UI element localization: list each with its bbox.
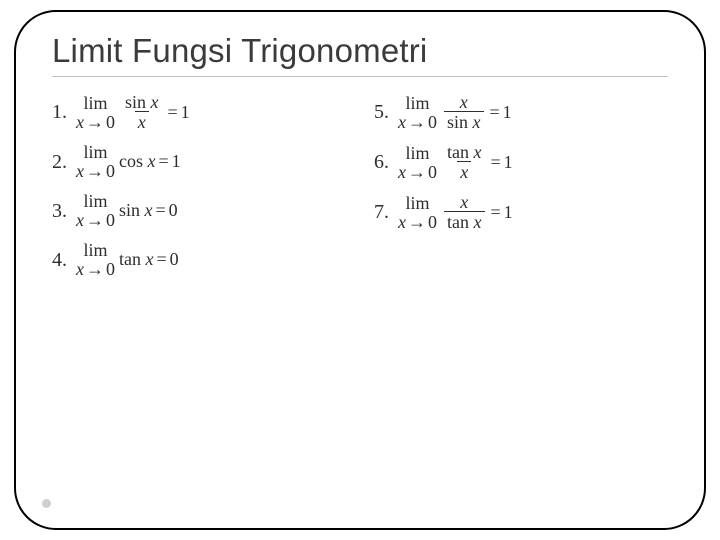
- formula-2: 2. lim x→0 cos x = 1: [52, 143, 346, 180]
- numerator: x: [457, 93, 471, 111]
- result: 0: [170, 250, 179, 269]
- formula-expression: sin x x = 1: [119, 93, 190, 131]
- result: 1: [503, 103, 512, 122]
- formula-1: 1. lim x→0 sin x x = 1: [52, 93, 346, 131]
- result: 1: [504, 203, 513, 222]
- equals: =: [153, 201, 169, 220]
- numerator: sin x: [122, 93, 162, 111]
- formula-expression: x tan x = 1: [441, 193, 513, 231]
- item-number: 6.: [374, 151, 398, 173]
- formula-expression: cos x = 1: [119, 152, 181, 171]
- lim-approach: x→0: [398, 113, 437, 131]
- formula-6: 6. lim x→0 tan x x = 1: [374, 143, 668, 181]
- formula-5: 5. lim x→0 x sin x = 1: [374, 93, 668, 131]
- limit-block: lim x→0: [398, 194, 437, 231]
- trig-expr: cos x: [119, 152, 156, 171]
- limit-block: lim x→0: [76, 143, 115, 180]
- trig-expr: sin x: [119, 201, 153, 220]
- formula-expression: x sin x = 1: [441, 93, 512, 131]
- item-number: 4.: [52, 249, 76, 271]
- right-column: 5. lim x→0 x sin x = 1: [374, 93, 668, 290]
- formula-7: 7. lim x→0 x tan x = 1: [374, 193, 668, 231]
- slide: Limit Fungsi Trigonometri 1. lim x→0 sin…: [0, 0, 720, 540]
- lim-approach: x→0: [398, 163, 437, 181]
- item-number: 2.: [52, 151, 76, 173]
- equals: =: [154, 250, 170, 269]
- left-column: 1. lim x→0 sin x x = 1: [52, 93, 346, 290]
- limit-block: lim x→0: [76, 192, 115, 229]
- fraction: x tan x: [444, 193, 485, 231]
- denominator: tan x: [444, 211, 485, 231]
- title-underline: [52, 76, 668, 77]
- formula-columns: 1. lim x→0 sin x x = 1: [52, 93, 668, 290]
- limit-block: lim x→0: [76, 241, 115, 278]
- formula-expression: sin x = 0: [119, 201, 178, 220]
- numerator: x: [457, 193, 471, 211]
- item-number: 1.: [52, 101, 76, 123]
- item-number: 5.: [374, 101, 398, 123]
- fraction: sin x x: [122, 93, 162, 131]
- lim-label: lim: [405, 194, 429, 212]
- formula-3: 3. lim x→0 sin x = 0: [52, 192, 346, 229]
- result: 1: [172, 152, 181, 171]
- lim-label: lim: [83, 241, 107, 259]
- equals: =: [488, 203, 504, 222]
- fraction: x sin x: [444, 93, 484, 131]
- result: 0: [169, 201, 178, 220]
- lim-label: lim: [83, 143, 107, 161]
- formula-expression: tan x = 0: [119, 250, 179, 269]
- lim-approach: x→0: [398, 213, 437, 231]
- lim-approach: x→0: [76, 113, 115, 131]
- limit-block: lim x→0: [398, 144, 437, 181]
- item-number: 7.: [374, 201, 398, 223]
- slide-title: Limit Fungsi Trigonometri: [52, 32, 668, 70]
- numerator: tan x: [444, 143, 485, 161]
- lim-label: lim: [405, 144, 429, 162]
- trig-expr: tan x: [119, 250, 154, 269]
- fraction: tan x x: [444, 143, 485, 181]
- equals: =: [156, 152, 172, 171]
- limit-block: lim x→0: [398, 94, 437, 131]
- formula-expression: tan x x = 1: [441, 143, 513, 181]
- lim-label: lim: [83, 94, 107, 112]
- result: 1: [504, 153, 513, 172]
- denominator: x: [457, 161, 471, 181]
- lim-approach: x→0: [76, 260, 115, 278]
- footer-dot-icon: [42, 499, 51, 508]
- slide-card: Limit Fungsi Trigonometri 1. lim x→0 sin…: [14, 10, 706, 530]
- denominator: x: [135, 111, 149, 131]
- lim-approach: x→0: [76, 162, 115, 180]
- item-number: 3.: [52, 200, 76, 222]
- limit-block: lim x→0: [76, 94, 115, 131]
- denominator: sin x: [444, 111, 484, 131]
- equals: =: [488, 153, 504, 172]
- equals: =: [165, 103, 181, 122]
- lim-label: lim: [83, 192, 107, 210]
- formula-4: 4. lim x→0 tan x = 0: [52, 241, 346, 278]
- result: 1: [181, 103, 190, 122]
- equals: =: [487, 103, 503, 122]
- lim-label: lim: [405, 94, 429, 112]
- lim-approach: x→0: [76, 211, 115, 229]
